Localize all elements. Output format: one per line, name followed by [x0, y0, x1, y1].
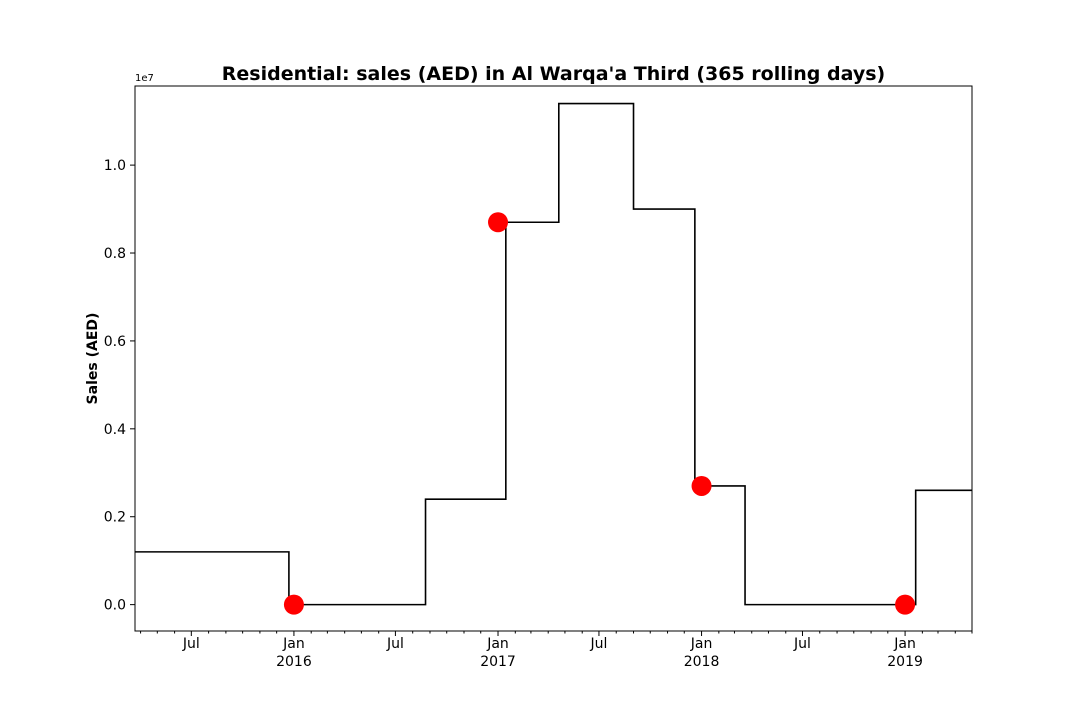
y-tick-label: 0.8 — [104, 246, 126, 262]
x-tick-year-label: 2018 — [684, 654, 720, 670]
x-tick-year-label: 2017 — [480, 654, 516, 670]
y-tick-label: 0.6 — [104, 334, 126, 350]
chart-title: Residential: sales (AED) in Al Warqa'a T… — [222, 63, 885, 85]
series-line — [135, 102, 972, 606]
axes-frame — [134, 85, 973, 632]
data-point-marker — [895, 594, 916, 615]
data-point-marker — [283, 594, 304, 615]
y-axis-offset-label: 1e7 — [135, 73, 154, 84]
x-tick-label: Jan — [282, 636, 305, 652]
plot-area: 0.0 0.2 0.4 0.6 0.8 1.0 Jul Jan 2016 Jul Jan 2017 Ju… — [104, 102, 973, 670]
x-tick-year-label: 2016 — [276, 654, 312, 670]
x-tick-label: Jan — [690, 636, 713, 652]
y-axis-label: Sales (AED) — [85, 313, 101, 405]
y-tick-label: 1.0 — [104, 158, 126, 174]
data-point-marker — [488, 212, 509, 233]
y-tick-label: 0.2 — [104, 510, 126, 526]
x-tick-label: Jul — [793, 636, 811, 652]
x-tick-label: Jul — [386, 636, 404, 652]
y-tick-label: 0.0 — [104, 598, 126, 614]
x-tick-label: Jan — [486, 636, 509, 652]
x-tick-label: Jul — [589, 636, 607, 652]
data-point-marker — [691, 475, 712, 496]
y-tick-label: 0.4 — [104, 422, 126, 438]
x-tick-label: Jul — [182, 636, 200, 652]
x-tick-label: Jan — [893, 636, 916, 652]
x-tick-year-label: 2019 — [887, 654, 923, 670]
